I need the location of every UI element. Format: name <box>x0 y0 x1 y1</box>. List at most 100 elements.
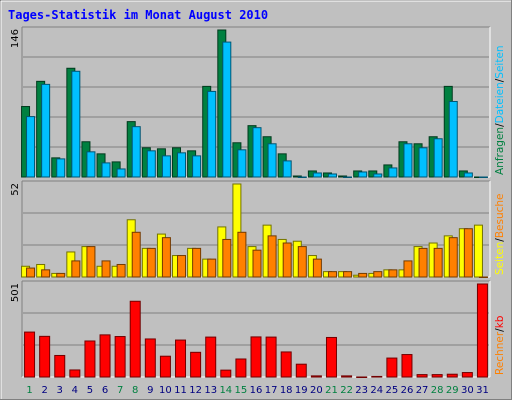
legend-entry: Anfragen <box>494 127 506 175</box>
bar-dateien-day-26 <box>403 143 413 178</box>
bar-dateien-day-15 <box>237 149 247 178</box>
legend-mid: Seiten/Besuche <box>494 193 506 275</box>
legend-entry: Seiten <box>494 45 506 78</box>
bar-besuche-day-11 <box>177 255 187 278</box>
bar-dateien-day-2 <box>41 83 51 178</box>
x-tick-label: 11 <box>174 385 187 396</box>
bar-besuche-day-2 <box>41 269 51 278</box>
bar-kb-day-17 <box>265 336 277 378</box>
bar-kb-day-31 <box>476 283 488 378</box>
x-tick-label: 9 <box>147 385 153 396</box>
x-tick-label: 26 <box>401 385 414 396</box>
bar-dateien-day-10 <box>161 155 171 178</box>
bar-besuche-day-20 <box>312 258 322 278</box>
bar-besuche-day-27 <box>418 247 428 278</box>
x-tick-label: 1 <box>26 385 32 396</box>
x-tick-label: 4 <box>72 385 78 396</box>
bar-besuche-day-6 <box>101 260 111 278</box>
x-tick-label: 6 <box>102 385 108 396</box>
bar-kb-day-14 <box>220 369 232 378</box>
bar-dateien-day-11 <box>177 152 187 178</box>
x-tick-label: 31 <box>476 385 489 396</box>
legend-entry: Dateien <box>494 82 506 123</box>
bar-kb-day-4 <box>69 369 81 378</box>
bar-kb-day-6 <box>99 334 111 378</box>
max-label-mid: 52 <box>10 183 21 196</box>
x-tick-label: 21 <box>325 385 338 396</box>
bar-dateien-day-14 <box>222 41 232 178</box>
bar-kb-day-23 <box>356 376 368 378</box>
legend-entry: kb <box>494 315 506 328</box>
bar-besuche-day-24 <box>373 271 383 278</box>
bar-besuche-day-14 <box>222 238 232 278</box>
bar-besuche-day-22 <box>343 271 353 278</box>
bar-dateien-day-29 <box>448 100 458 178</box>
x-tick-label: 19 <box>295 385 308 396</box>
bar-dateien-day-18 <box>282 160 292 178</box>
bar-besuche-day-31 <box>478 276 488 278</box>
bar-kb-day-12 <box>190 351 202 378</box>
bar-kb-day-26 <box>401 354 413 378</box>
x-tick-label: 22 <box>340 385 353 396</box>
bar-dateien-day-25 <box>388 167 398 178</box>
x-tick-label: 13 <box>204 385 217 396</box>
bar-besuche-day-8 <box>131 231 141 278</box>
bar-besuche-day-30 <box>463 228 473 278</box>
bar-besuche-day-28 <box>433 247 443 278</box>
bar-kb-day-27 <box>416 374 428 378</box>
bar-kb-day-21 <box>325 336 337 378</box>
bar-besuche-day-12 <box>192 247 202 278</box>
bar-dateien-day-20 <box>312 172 322 178</box>
x-tick-label: 24 <box>370 385 383 396</box>
bar-dateien-day-17 <box>267 143 277 178</box>
bar-besuche-day-15 <box>237 231 247 278</box>
bar-kb-day-25 <box>386 357 398 378</box>
x-tick-label: 25 <box>386 385 399 396</box>
bar-besuche-day-4 <box>71 260 81 278</box>
max-label-bottom: 501 <box>10 283 21 302</box>
bar-kb-day-7 <box>114 336 126 378</box>
bar-dateien-day-19 <box>297 176 307 178</box>
x-tick-label: 3 <box>57 385 63 396</box>
legend-entry: Besuche <box>494 193 506 238</box>
bar-dateien-day-27 <box>418 147 428 178</box>
bar-kb-day-8 <box>129 300 141 378</box>
bar-dateien-day-23 <box>358 171 368 178</box>
legend-bottom: Rechner/kb <box>494 315 506 375</box>
bar-kb-day-16 <box>250 336 262 378</box>
legend-top: Anfragen/Dateien/Seiten <box>494 45 506 175</box>
panel-bottom: 501 Rechner/kb <box>10 280 506 378</box>
bar-dateien-day-7 <box>116 168 126 178</box>
bar-kb-day-1 <box>24 331 36 378</box>
bar-besuche-day-21 <box>327 271 337 278</box>
bar-kb-day-18 <box>280 351 292 378</box>
x-tick-label: 30 <box>461 385 474 396</box>
bar-besuche-day-13 <box>207 258 217 278</box>
bar-besuche-day-29 <box>448 237 458 278</box>
bar-besuche-day-9 <box>146 247 156 278</box>
x-tick-label: 15 <box>235 385 248 396</box>
bar-dateien-day-13 <box>207 90 217 178</box>
bar-besuche-day-3 <box>56 272 66 278</box>
bar-seiten-day-15 <box>232 183 242 278</box>
x-axis-labels: 1 2 3 4 5 6 7 8 9 10 11 12 13 14 15 16 17 18 19 20 21 22 23 24 2… <box>26 385 488 396</box>
bar-besuche-day-10 <box>161 237 171 278</box>
max-label-top: 146 <box>10 29 21 48</box>
bar-dateien-day-28 <box>433 138 443 178</box>
legend-entry: / <box>494 238 506 242</box>
bar-dateien-day-12 <box>192 155 202 178</box>
bar-besuche-day-7 <box>116 263 126 278</box>
legend-entry: Rechner <box>494 331 506 375</box>
legend-entry: / <box>494 328 506 332</box>
chart-title: Tages-Statistik im Monat August 2010 <box>8 8 268 22</box>
x-tick-label: 17 <box>265 385 278 396</box>
bar-kb-day-15 <box>235 358 247 378</box>
bar-dateien-day-22 <box>343 176 353 178</box>
x-tick-label: 8 <box>132 385 138 396</box>
x-tick-label: 29 <box>446 385 459 396</box>
x-tick-label: 2 <box>41 385 47 396</box>
bar-kb-day-19 <box>295 363 307 378</box>
legend-entry: / <box>494 78 506 82</box>
bar-besuche-day-23 <box>358 272 368 278</box>
